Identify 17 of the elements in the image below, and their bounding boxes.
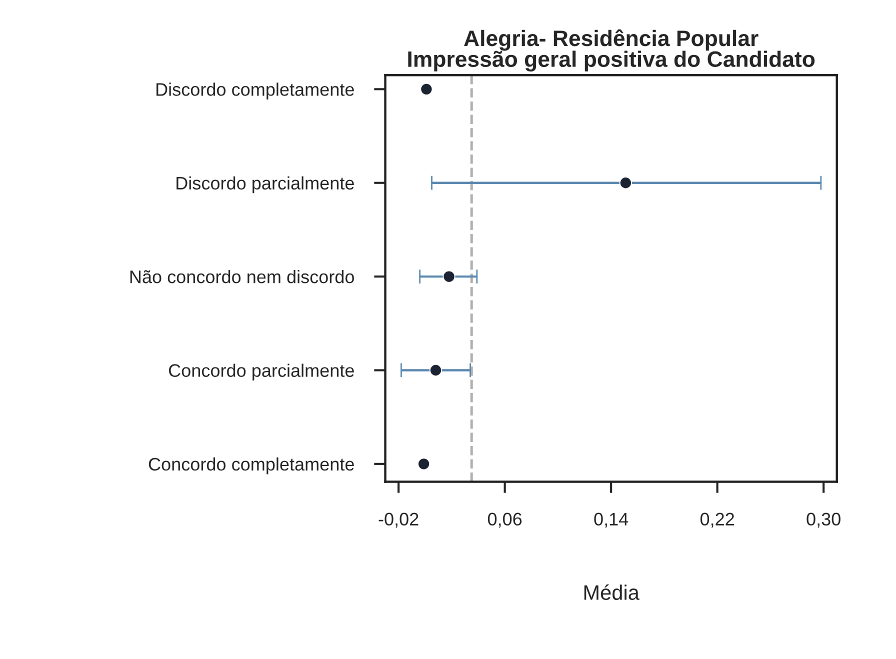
point (442, 270, 456, 283)
y-tick-label: Discordo completamente (156, 82, 354, 100)
y-tick-label: Não concordo nem discordo (130, 270, 354, 284)
y-tick-label: Concordo completamente (148, 457, 354, 474)
point (420, 82, 433, 96)
point (418, 458, 430, 470)
chart-title: Alegria- Residência Popular Impressão geral positiva do Candidato (408, 29, 815, 72)
y-tick-label: Discordo parcialmente (176, 176, 354, 194)
x-axis-title: Média (584, 584, 640, 600)
x-tick-label: -0,02 (378, 512, 418, 528)
x-tick-label: 0,22 (700, 512, 734, 528)
x-tick-label: 0,14 (594, 512, 628, 528)
point (619, 176, 632, 190)
point (429, 364, 442, 377)
x-tick-label: 0,30 (806, 512, 840, 528)
y-tick-label: Concordo parcialmente (168, 364, 354, 381)
x-tick-label: 0,06 (488, 512, 522, 528)
